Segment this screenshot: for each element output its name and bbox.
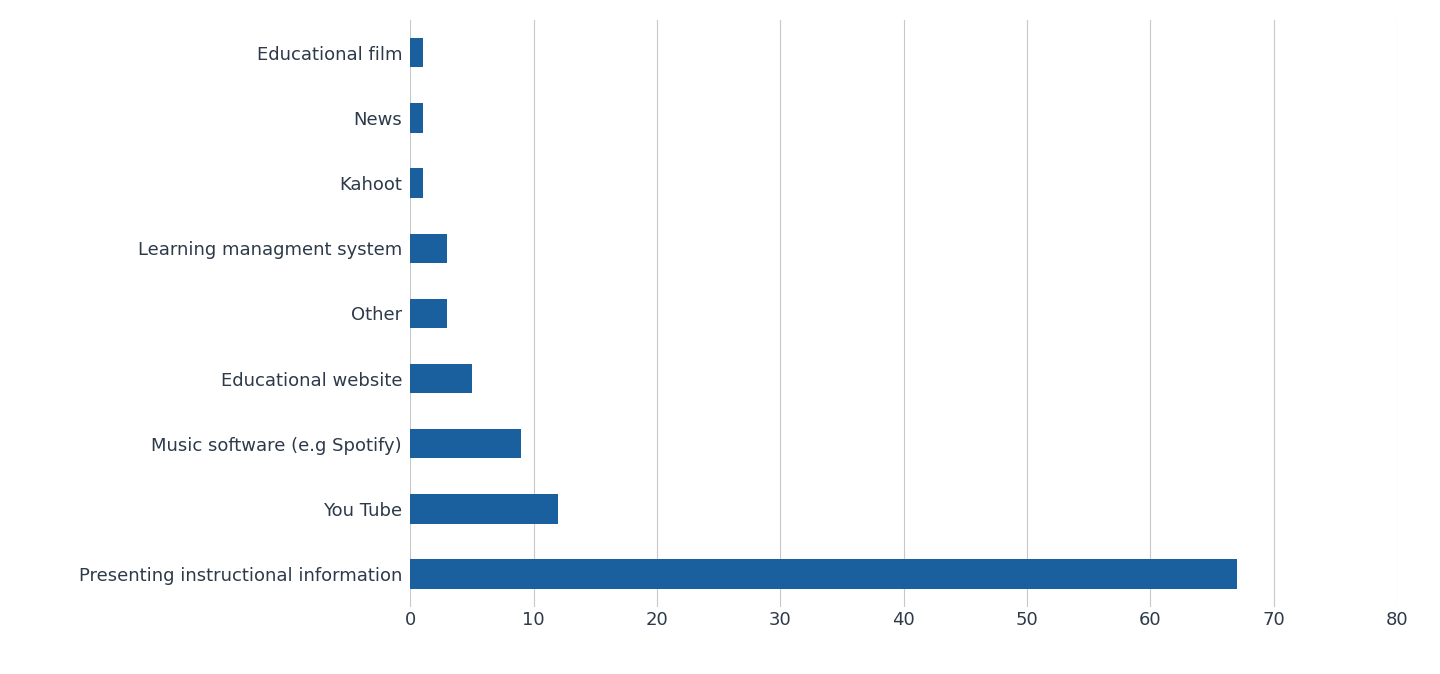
Bar — [410, 429, 521, 458]
Bar — [410, 38, 423, 67]
Bar — [410, 234, 448, 263]
Bar — [410, 168, 423, 197]
Bar — [410, 494, 559, 524]
Bar — [410, 364, 472, 393]
Bar — [410, 559, 1237, 588]
Bar — [410, 299, 448, 328]
Bar — [410, 103, 423, 133]
